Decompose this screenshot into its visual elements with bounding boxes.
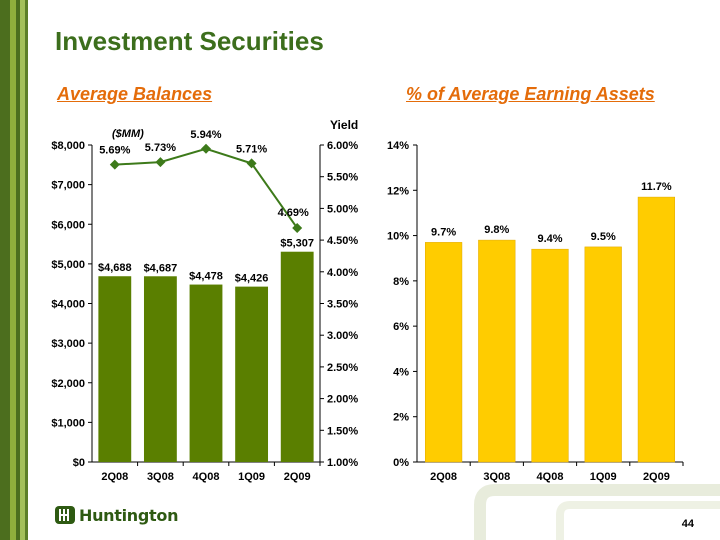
yield-value-label: 4.69% [278,207,309,219]
bar [424,242,463,463]
y2-tick-label: 5.50% [327,172,358,184]
huntington-logo-icon [55,506,75,524]
x-tick-label: 4Q08 [193,471,220,483]
y-tick-label: 4% [393,366,409,378]
y2-tick-label: 4.50% [327,235,358,247]
huntington-logo: Huntington [55,504,178,526]
y-tick-label: $6,000 [51,219,85,231]
yield-value-label: 5.69% [99,145,130,157]
y-tick-label: 0% [393,457,409,469]
y-tick-label: 14% [387,140,409,152]
y-tick-label: $4,000 [51,299,85,311]
bar [143,276,177,462]
bar [98,276,132,462]
x-tick-label: 3Q08 [147,471,174,483]
bar [478,239,516,463]
y2-tick-label: 3.00% [327,330,358,342]
y-tick-label: $0 [73,457,85,469]
bar [531,248,569,463]
bar-value-label: $4,478 [189,271,223,283]
bar-value-label: 9.8% [484,224,509,236]
yield-value-label: 5.71% [236,143,267,155]
x-tick-label: 3Q08 [483,471,510,483]
y2-tick-label: 1.50% [327,425,358,437]
page-title: Investment Securities [55,26,324,56]
chart-title-earning-assets: % of Average Earning Assets [406,84,655,104]
unit-label: ($MM) [112,128,144,140]
yield-point [201,143,211,154]
bar [637,196,676,463]
yield-point [109,159,120,170]
yield-axis-label: Yield [330,118,358,132]
chart-title-average-balances: Average Balances [57,84,213,104]
stripe-dark [25,0,28,540]
x-tick-label: 2Q09 [643,471,670,483]
bar [280,251,314,462]
y2-tick-label: 1.00% [327,457,358,469]
stripe-light [20,0,25,540]
bar-value-label: 9.5% [591,231,616,243]
x-tick-label: 1Q09 [590,471,617,483]
bar [235,286,269,462]
y-tick-label: $5,000 [51,259,85,271]
decorative-stripes [0,0,30,540]
bar-value-label: 9.7% [431,226,456,238]
logo-text: Huntington [79,505,179,525]
yield-point [155,157,166,168]
yield-point [292,223,303,234]
bar-value-label: $4,688 [98,262,132,274]
y-tick-label: $8,000 [51,140,85,152]
bar-value-label: 9.4% [537,233,562,245]
x-tick-label: 2Q08 [101,471,128,483]
y2-tick-label: 3.50% [327,299,358,311]
y2-tick-label: 2.50% [327,362,358,374]
yield-value-label: 5.94% [190,129,221,141]
bar-value-label: $4,426 [235,273,269,285]
y-tick-label: 8% [393,276,409,288]
yield-point [246,158,257,169]
x-tick-label: 2Q08 [430,471,457,483]
y-tick-label: 6% [393,321,409,333]
y-tick-label: $1,000 [51,417,85,429]
bar-value-label: $5,307 [280,238,314,250]
y2-tick-label: 2.00% [327,394,358,406]
y-tick-label: 10% [387,231,409,243]
y-tick-label: $3,000 [51,338,85,350]
bar-value-label: 11.7% [641,181,672,193]
y-tick-label: 2% [393,412,409,424]
x-tick-label: 1Q09 [238,471,265,483]
page-number: 44 [681,518,694,530]
stripe-dark [0,0,10,540]
bar [189,284,223,462]
stripe-light [10,0,16,540]
x-tick-label: 4Q08 [537,471,564,483]
x-tick-label: 2Q09 [284,471,311,483]
y2-tick-label: 6.00% [327,140,358,152]
y-tick-label: $2,000 [51,378,85,390]
y2-tick-label: 4.00% [327,267,358,279]
y-tick-label: $7,000 [51,180,85,192]
y2-tick-label: 5.00% [327,203,358,215]
yield-value-label: 5.73% [145,142,176,154]
stripe-dark [16,0,20,540]
y-tick-label: 12% [387,185,409,197]
bar [584,246,622,463]
bar-value-label: $4,687 [144,262,178,274]
